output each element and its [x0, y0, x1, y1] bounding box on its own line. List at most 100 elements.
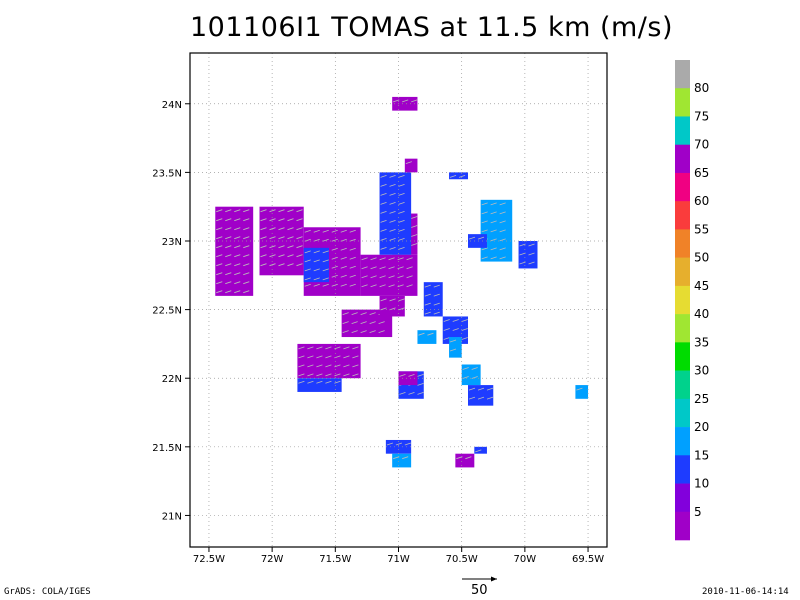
wind-vector — [389, 229, 396, 232]
wind-vector — [269, 263, 276, 267]
y-tick-label: 21.5N — [152, 443, 182, 454]
wind-vector — [287, 209, 294, 213]
wind-vector — [395, 442, 402, 446]
wind-vector — [234, 236, 241, 240]
colorbar-label: 5 — [694, 505, 702, 519]
wind-vector — [418, 332, 425, 336]
wind-vector — [369, 321, 376, 324]
wind-vector — [462, 376, 469, 379]
wind-vector — [388, 284, 395, 288]
wind-vector — [325, 355, 332, 359]
wind-vector — [225, 263, 232, 267]
wind-vector — [342, 312, 349, 315]
wind-vector — [389, 184, 396, 187]
wind-vector — [234, 254, 241, 258]
wind-vector — [260, 209, 267, 213]
colorbar-label: 60 — [694, 194, 709, 208]
colorbar-swatch — [675, 427, 690, 456]
wind-vector — [449, 348, 457, 352]
colorbar-swatch — [675, 483, 690, 513]
wind-vector — [243, 272, 250, 276]
wind-vector — [360, 330, 367, 333]
wind-vector — [389, 220, 396, 223]
x-axis: 72.5W 72W 71.5W 71W 70.5W 70W 69.5W — [193, 547, 604, 565]
wind-vector — [477, 396, 485, 400]
wind-vector — [260, 236, 267, 240]
wind-vector — [340, 283, 347, 287]
wind-vector — [216, 263, 223, 267]
wind-vector — [298, 380, 305, 384]
wind-vector — [411, 225, 418, 228]
colorbar-swatch — [675, 455, 690, 484]
wind-vector — [397, 257, 404, 261]
wind-vector — [313, 259, 320, 263]
wind-vector — [351, 312, 358, 315]
wind-vector — [486, 396, 494, 400]
wind-vector — [287, 227, 294, 231]
wind-vector — [216, 209, 223, 213]
reference-vector — [462, 576, 497, 582]
wind-vector — [433, 284, 440, 288]
wind-vector — [298, 373, 305, 377]
wind-vector — [325, 380, 332, 384]
wind-vector — [378, 321, 385, 324]
wind-vector — [316, 373, 323, 377]
wind-vector — [402, 99, 409, 103]
wind-vector — [340, 265, 347, 269]
wind-vector — [443, 337, 450, 340]
colorbar-label: 25 — [694, 392, 709, 406]
wind-vector — [398, 184, 405, 187]
wind-vector — [216, 245, 223, 249]
wind-vector — [351, 321, 358, 324]
wind-vector — [304, 259, 311, 263]
wind-vector — [343, 355, 350, 359]
wind-vector — [411, 243, 418, 246]
wind-vector — [477, 387, 485, 391]
colorbar-swatch — [675, 370, 690, 400]
wind-vector — [398, 175, 405, 178]
wind-vector — [380, 175, 387, 178]
wind-vector — [360, 312, 367, 315]
wind-vector — [490, 211, 497, 215]
wind-vector — [340, 256, 347, 260]
wind-vector — [234, 209, 241, 213]
wind-speed-cell-12 — [297, 343, 361, 379]
colorbar-swatch — [675, 116, 690, 146]
wind-vector — [499, 211, 506, 215]
wind-vector — [475, 449, 482, 453]
wind-vector — [260, 245, 267, 249]
wind-vector — [398, 220, 405, 223]
wind-vector — [322, 238, 329, 242]
wind-vector — [269, 218, 276, 222]
wind-vector — [325, 346, 332, 350]
wind-vector — [499, 229, 506, 233]
colorbar-swatch — [675, 285, 690, 315]
wind-vector — [370, 266, 377, 270]
colorbar-label: 70 — [694, 138, 709, 152]
wind-vector — [331, 238, 338, 242]
wind-speed-cell-5 — [379, 172, 412, 255]
wind-vector — [380, 193, 387, 196]
wind-vector — [278, 254, 285, 258]
wind-vector — [449, 339, 457, 343]
wind-vector — [406, 266, 413, 270]
wind-vector — [406, 275, 413, 279]
wind-speed-cell-27 — [455, 453, 475, 468]
wind-vector — [424, 302, 431, 306]
wind-speed-cell-19 — [468, 385, 494, 406]
colorbar-label: 20 — [694, 420, 709, 434]
wind-vector — [380, 184, 387, 187]
wind-vector — [243, 227, 250, 231]
wind-vector — [417, 382, 424, 386]
wind-speed-cell-0 — [215, 206, 254, 296]
wind-vector — [499, 220, 506, 224]
wind-vector — [225, 254, 232, 258]
wind-speed-cell-14 — [423, 282, 443, 317]
wind-vector — [380, 220, 387, 223]
wind-vector — [389, 211, 396, 214]
wind-vector — [343, 373, 350, 377]
wind-vector — [243, 209, 250, 213]
wind-vector — [243, 263, 250, 267]
wind-vector — [331, 283, 338, 287]
wind-vector — [269, 254, 276, 258]
